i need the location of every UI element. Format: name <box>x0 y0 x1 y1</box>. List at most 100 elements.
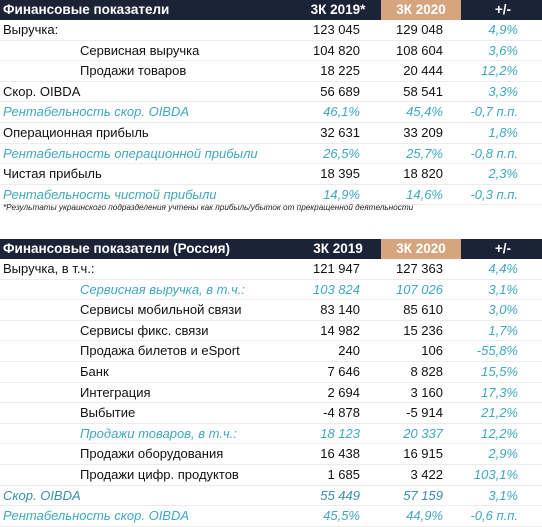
change-value: -0,7 п.п. <box>470 104 518 120</box>
table-row: Скор. OIBDA 56 689 58 541 3,3% <box>0 82 542 103</box>
financial-table: Финансовые показатели 3К 2019* 3К 2020 +… <box>0 0 542 206</box>
table-body: Выручка: 123 045 129 048 4,9% Сервисная выру… <box>0 20 542 206</box>
value-2019: 2 694 <box>327 384 360 400</box>
value-2020: 20 337 <box>403 425 443 441</box>
row-label: Операционная прибыль <box>3 124 149 140</box>
table-row: Рентабельность операционной прибыли 26,5%… <box>0 144 542 165</box>
value-2020: 108 604 <box>396 42 443 58</box>
change-value: 2,3% <box>488 166 518 182</box>
row-label: Рентабельность чистой прибыли <box>3 186 217 202</box>
table-row: Чистая прибыль 18 395 18 820 2,3% <box>0 164 542 185</box>
table-body: Выручка, в т.ч.: 121 947 127 363 4,4% Сервис… <box>0 259 542 527</box>
table-row: Рентабельность скор. OIBDA 46,1% 45,4% -0,7… <box>0 102 542 123</box>
value-2019: 55 449 <box>320 487 360 503</box>
value-2020: 15 236 <box>403 322 443 338</box>
value-2020: -5 914 <box>406 405 443 421</box>
table-row: Продажи оборудования 16 438 16 915 2,9% <box>0 444 542 465</box>
value-2019: 14,9% <box>323 186 360 202</box>
row-label: Сервисная выручка, в т.ч.: <box>80 281 245 297</box>
row-label: Выручка, в т.ч.: <box>3 261 95 276</box>
value-2020: 58 541 <box>403 83 443 99</box>
value-2019: 18 395 <box>320 166 360 182</box>
value-2020: 33 209 <box>403 124 443 140</box>
table-title: Финансовые показатели <box>3 2 170 17</box>
table-row: Сервисная выручка, в т.ч.: 103 824 107 026… <box>0 280 542 301</box>
financial-table-russia: Финансовые показатели (Россия) 3К 2019 3… <box>0 239 542 527</box>
value-2020: 106 <box>421 343 443 359</box>
table-row: Рентабельность скор. OIBDA 45,5% 44,9% -0,6… <box>0 506 542 527</box>
value-2019: 121 947 <box>313 261 360 276</box>
footnote: *Результаты украинского подразделения уч… <box>3 203 414 212</box>
change-value: 15,5% <box>481 363 518 379</box>
table-title: Финансовые показатели (Россия) <box>3 241 231 256</box>
value-2019: 104 820 <box>313 42 360 58</box>
row-label: Продажа билетов и eSport <box>80 343 240 359</box>
table-row: Сервисы мобильной связи 83 140 85 610 3,0% <box>0 300 542 321</box>
row-label: Банк <box>80 363 109 379</box>
row-label: Продажи товаров, в т.ч.: <box>80 425 237 441</box>
row-label: Сервисы фикс. связи <box>80 322 209 338</box>
value-2020: 44,9% <box>406 508 443 524</box>
table-row: Сервисная выручка 104 820 108 604 3,6% <box>0 41 542 62</box>
row-label: Продажи цифр. продуктов <box>80 466 239 482</box>
value-2020: 25,7% <box>406 145 443 161</box>
change-value: 17,3% <box>481 384 518 400</box>
table-row: Рентабельность чистой прибыли 14,9% 14,6% -… <box>0 185 542 206</box>
column-header-2020: 3К 2020 <box>381 0 461 20</box>
value-2019: 46,1% <box>323 104 360 120</box>
row-label: Выручка: <box>3 22 59 37</box>
value-2019: 18 123 <box>320 425 360 441</box>
change-value: 3,3% <box>488 83 518 99</box>
change-value: 3,1% <box>488 487 518 503</box>
change-value: 1,7% <box>488 322 518 338</box>
change-value: 12,2% <box>481 63 518 79</box>
row-label: Сервисная выручка <box>80 42 200 58</box>
change-value: -0,8 п.п. <box>470 145 518 161</box>
table-header: Финансовые показатели 3К 2019* 3К 2020 +… <box>0 0 542 20</box>
column-header-2019: 3К 2019 <box>313 241 363 256</box>
row-label: Продажи товаров <box>80 63 187 79</box>
value-2019: 83 140 <box>320 302 360 318</box>
table-row: Продажи товаров 18 225 20 444 12,2% <box>0 61 542 82</box>
table-row: Выручка: 123 045 129 048 4,9% <box>0 20 542 41</box>
row-label: Рентабельность скор. OIBDA <box>3 508 190 524</box>
value-2019: 123 045 <box>313 22 360 37</box>
change-value: -0,3 п.п. <box>470 186 518 202</box>
row-label: Продажи оборудования <box>80 446 224 462</box>
value-2020: 8 828 <box>410 363 443 379</box>
change-value: 4,4% <box>488 261 518 276</box>
value-2020: 3 422 <box>410 466 443 482</box>
value-2019: 32 631 <box>320 124 360 140</box>
change-value: 103,1% <box>473 466 518 482</box>
row-label: Рентабельность скор. OIBDA <box>3 104 190 120</box>
value-2019: 18 225 <box>320 63 360 79</box>
table-row: Операционная прибыль 32 631 33 209 1,8% <box>0 123 542 144</box>
value-2020: 129 048 <box>396 22 443 37</box>
change-value: 1,8% <box>488 124 518 140</box>
value-2020: 3 160 <box>410 384 443 400</box>
value-2019: 240 <box>338 343 360 359</box>
value-2019: 14 982 <box>320 322 360 338</box>
row-label: Интеграция <box>80 384 151 400</box>
change-value: 4,9% <box>488 22 518 37</box>
table-row: Продажи цифр. продуктов 1 685 3 422 103,1% <box>0 465 542 486</box>
value-2019: 26,5% <box>323 145 360 161</box>
table-row: Выручка, в т.ч.: 121 947 127 363 4,4% <box>0 259 542 280</box>
table-row: Скор. OIBDA 55 449 57 159 3,1% <box>0 486 542 507</box>
change-value: 3,0% <box>488 302 518 318</box>
value-2020: 20 444 <box>403 63 443 79</box>
change-value: -0,6 п.п. <box>470 508 518 524</box>
table-row: Банк 7 646 8 828 15,5% <box>0 362 542 383</box>
value-2020: 16 915 <box>403 446 443 462</box>
change-value: 3,1% <box>488 281 518 297</box>
value-2019: 45,5% <box>323 508 360 524</box>
column-header-2019: 3К 2019* <box>310 2 366 17</box>
table-row: Сервисы фикс. связи 14 982 15 236 1,7% <box>0 321 542 342</box>
change-value: 21,2% <box>481 405 518 421</box>
row-label: Чистая прибыль <box>3 166 102 182</box>
value-2019: -4 878 <box>323 405 360 421</box>
value-2019: 7 646 <box>327 363 360 379</box>
column-header-change: +/- <box>494 241 512 256</box>
value-2019: 1 685 <box>327 466 360 482</box>
change-value: 12,2% <box>481 425 518 441</box>
